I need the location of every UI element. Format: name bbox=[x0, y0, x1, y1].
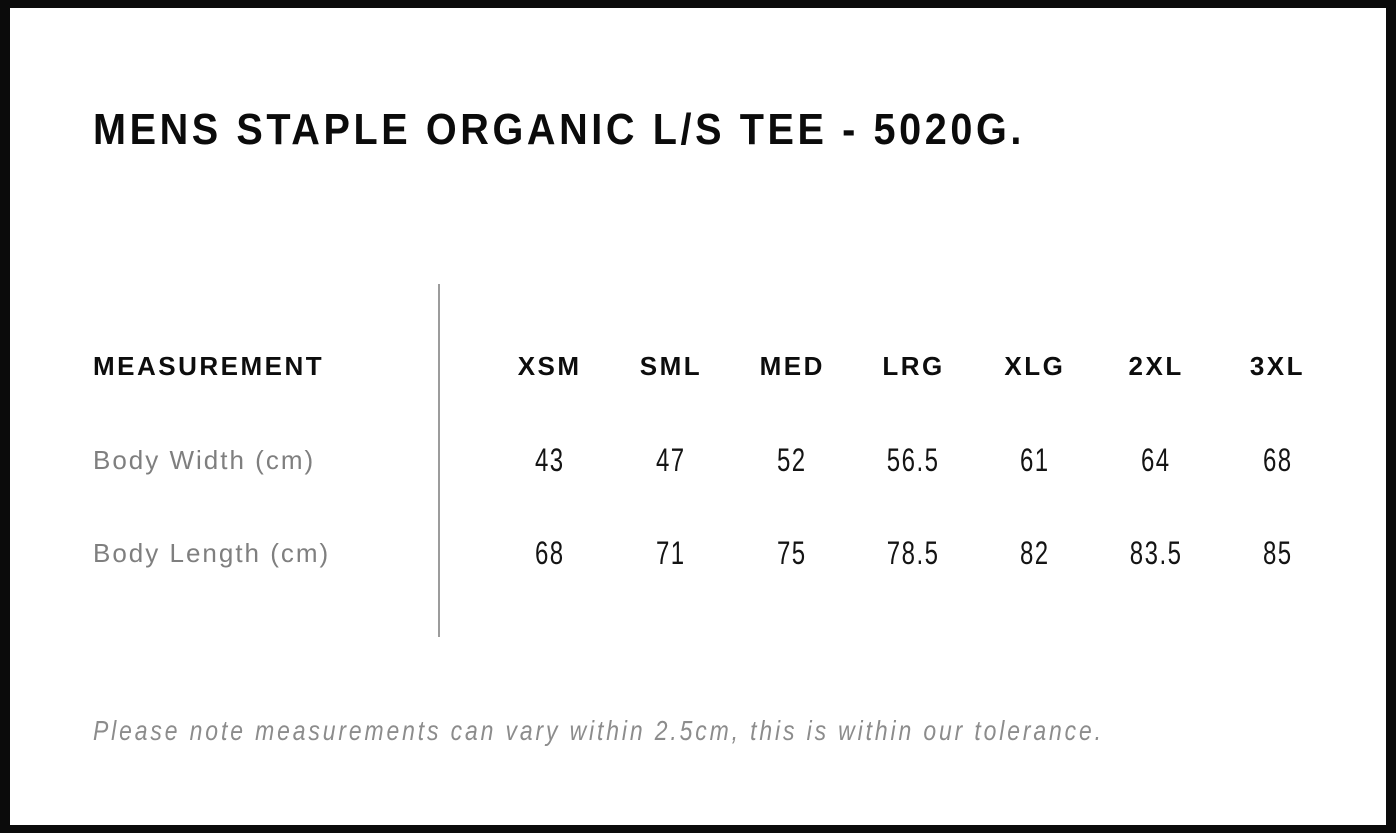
value-text: 71 bbox=[656, 535, 686, 571]
tolerance-note-text: Please note measurements can vary within… bbox=[93, 715, 1104, 746]
table-row-body-length: Body Length (cm) 68 71 75 78.5 82 83.5 8… bbox=[93, 536, 1339, 570]
size-column-header-2xl: 2XL bbox=[1128, 351, 1184, 381]
value-text: 78.5 bbox=[887, 535, 940, 571]
size-column-header-xsm: XSM bbox=[517, 351, 582, 381]
value-text: 61 bbox=[1019, 442, 1050, 478]
body-width-3xl-value: 68 bbox=[1217, 443, 1338, 477]
size-column-header-3xl: 3XL bbox=[1249, 351, 1306, 381]
value-text: 85 bbox=[1262, 535, 1293, 571]
value-text: 68 bbox=[1262, 442, 1293, 478]
value-text: 64 bbox=[1141, 442, 1171, 478]
size-chart-header-row: MEASUREMENT XSM SML MED LRG XLG 2XL 3XL bbox=[93, 349, 1339, 383]
body-width-sml-value: 47 bbox=[610, 443, 731, 477]
body-length-xsm-value: 68 bbox=[489, 536, 610, 570]
value-text: 52 bbox=[777, 442, 808, 478]
value-text: 43 bbox=[534, 442, 565, 478]
value-text: 82 bbox=[1019, 535, 1050, 571]
value-text: 47 bbox=[656, 442, 686, 478]
body-width-2xl-value: 64 bbox=[1095, 443, 1216, 477]
column-separator-line bbox=[438, 284, 440, 637]
size-column-header-med: MED bbox=[759, 351, 825, 381]
body-length-med-value: 75 bbox=[732, 536, 853, 570]
body-width-xsm-value: 43 bbox=[489, 443, 610, 477]
page-title: MENS STAPLE ORGANIC L/S TEE - 5020G. bbox=[93, 104, 1129, 156]
tolerance-note: Please note measurements can vary within… bbox=[93, 713, 1326, 749]
value-text: 83.5 bbox=[1129, 535, 1183, 571]
size-column-header-sml: SML bbox=[639, 351, 703, 381]
value-text: 56.5 bbox=[887, 442, 940, 478]
body-width-lrg-value: 56.5 bbox=[853, 443, 974, 477]
body-length-2xl-value: 83.5 bbox=[1095, 536, 1216, 570]
table-row-body-width: Body Width (cm) 43 47 52 56.5 61 64 68 bbox=[93, 443, 1339, 477]
product-title-text: MENS STAPLE ORGANIC L/S TEE - 5020G. bbox=[93, 105, 1026, 154]
body-length-sml-value: 71 bbox=[610, 536, 731, 570]
row-label-body-width: Body Width (cm) bbox=[93, 445, 316, 475]
value-text: 75 bbox=[777, 535, 808, 571]
value-text: 68 bbox=[534, 535, 565, 571]
size-column-header-xlg: XLG bbox=[1004, 351, 1066, 381]
row-label-body-length: Body Length (cm) bbox=[93, 538, 331, 568]
measurement-column-header: MEASUREMENT bbox=[93, 351, 325, 381]
body-width-med-value: 52 bbox=[732, 443, 853, 477]
size-column-header-lrg: LRG bbox=[882, 351, 945, 381]
body-width-xlg-value: 61 bbox=[974, 443, 1095, 477]
body-length-lrg-value: 78.5 bbox=[853, 536, 974, 570]
body-length-3xl-value: 85 bbox=[1217, 536, 1338, 570]
body-length-xlg-value: 82 bbox=[974, 536, 1095, 570]
